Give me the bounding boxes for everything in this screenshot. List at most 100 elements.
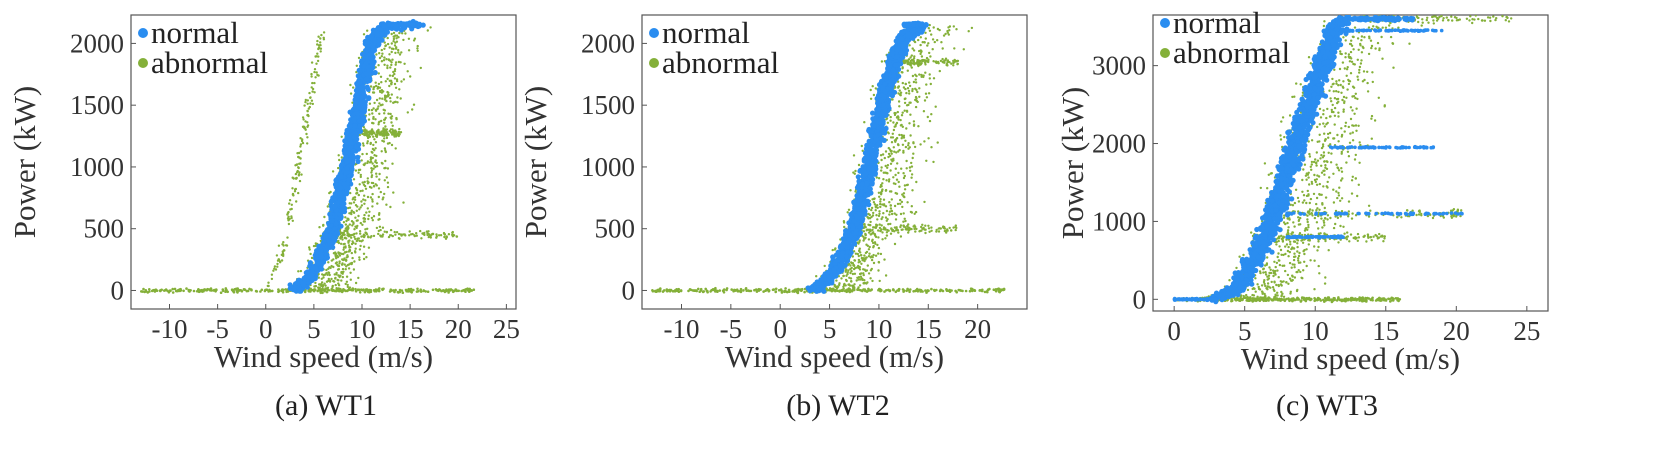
abnormal-point	[366, 142, 369, 145]
abnormal-point	[372, 184, 376, 188]
abnormal-point	[360, 204, 364, 207]
abnormal-point	[346, 254, 349, 257]
abnormal-point	[930, 229, 933, 232]
abnormal-point	[318, 286, 321, 289]
abnormal-point	[920, 229, 923, 232]
abnormal-point	[889, 136, 893, 139]
abnormal-point	[742, 289, 745, 292]
abnormal-point	[287, 218, 291, 221]
abnormal-point	[883, 258, 886, 261]
normal-point	[365, 64, 371, 70]
normal-point	[337, 190, 343, 196]
abnormal-point	[140, 290, 143, 293]
abnormal-point	[913, 62, 917, 65]
abnormal-point	[347, 267, 351, 270]
normal-point	[360, 51, 366, 57]
abnormal-point	[913, 212, 916, 215]
abnormal-point	[885, 118, 888, 121]
abnormal-point	[404, 32, 407, 35]
abnormal-point	[914, 105, 918, 109]
abnormal-point	[955, 28, 958, 31]
abnormal-point	[361, 152, 364, 156]
normal-point	[319, 254, 325, 260]
abnormal-point	[325, 272, 328, 275]
abnormal-point	[353, 232, 356, 236]
abnormal-point	[867, 272, 871, 275]
abnormal-point	[365, 129, 368, 132]
abnormal-point	[907, 231, 910, 234]
abnormal-point	[874, 242, 877, 245]
abnormal-point	[373, 164, 376, 167]
abnormal-point	[921, 223, 924, 226]
abnormal-point	[282, 241, 285, 244]
normal-point	[346, 177, 352, 183]
abnormal-point	[369, 158, 372, 161]
abnormal-point	[909, 134, 912, 137]
abnormal-point	[373, 138, 376, 141]
abnormal-point	[930, 146, 933, 149]
abnormal-point	[366, 29, 369, 32]
abnormal-point	[699, 289, 703, 292]
normal-point	[344, 189, 350, 195]
abnormal-point	[390, 50, 393, 54]
abnormal-point	[341, 267, 345, 271]
abnormal-point	[344, 268, 347, 271]
abnormal-point	[327, 261, 330, 264]
abnormal-point	[886, 172, 889, 175]
abnormal-point	[933, 40, 936, 44]
abnormal-point	[927, 42, 930, 45]
abnormal-point	[903, 184, 907, 187]
y-tick-label: 1500	[70, 90, 124, 120]
abnormal-point	[311, 81, 314, 85]
abnormal-point	[900, 123, 903, 127]
abnormal-point	[346, 285, 349, 289]
abnormal-point	[347, 227, 350, 230]
abnormal-point	[840, 277, 843, 280]
abnormal-point	[869, 220, 872, 224]
abnormal-point	[919, 43, 922, 47]
abnormal-point	[399, 131, 403, 134]
abnormal-point	[392, 101, 395, 105]
abnormal-point	[902, 86, 906, 89]
abnormal-point	[427, 235, 430, 239]
abnormal-point	[912, 80, 916, 84]
x-tick-label: 25	[493, 314, 520, 344]
abnormal-point	[900, 133, 903, 137]
abnormal-point	[303, 125, 306, 129]
abnormal-point	[944, 32, 947, 36]
abnormal-point	[847, 208, 851, 211]
abnormal-point	[947, 26, 950, 29]
abnormal-point	[368, 130, 371, 133]
abnormal-point	[345, 265, 348, 268]
abnormal-point	[936, 27, 940, 31]
abnormal-point	[865, 269, 869, 272]
abnormal-point	[443, 290, 447, 294]
abnormal-point	[848, 276, 851, 279]
abnormal-point	[362, 198, 365, 201]
abnormal-point	[901, 193, 904, 196]
abnormal-point	[442, 231, 446, 235]
abnormal-point	[375, 98, 379, 102]
abnormal-point	[947, 60, 950, 64]
abnormal-point	[318, 283, 321, 286]
abnormal-point	[298, 171, 301, 174]
abnormal-point	[397, 130, 400, 134]
abnormal-point	[383, 134, 386, 137]
normal-point	[398, 20, 404, 26]
abnormal-point	[353, 235, 356, 239]
normal-point	[298, 287, 304, 293]
abnormal-point	[349, 191, 352, 195]
abnormal-point	[389, 66, 392, 69]
abnormal-point	[915, 88, 918, 92]
abnormal-point	[383, 167, 386, 170]
abnormal-point	[919, 36, 922, 39]
abnormal-point	[909, 61, 912, 64]
abnormal-point	[291, 187, 294, 190]
abnormal-point	[362, 144, 365, 147]
abnormal-point	[377, 82, 381, 86]
abnormal-point	[658, 289, 661, 293]
abnormal-point	[872, 93, 876, 97]
normal-point	[369, 33, 375, 39]
abnormal-point	[245, 289, 249, 293]
abnormal-point	[299, 143, 303, 146]
